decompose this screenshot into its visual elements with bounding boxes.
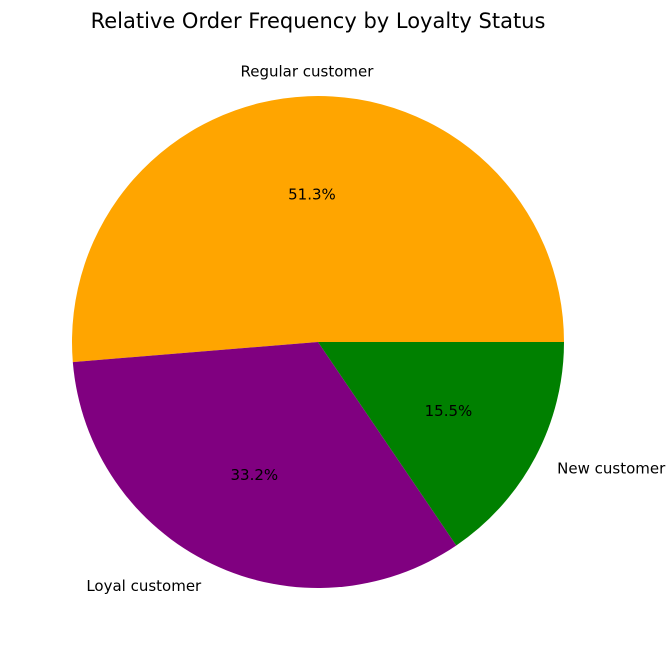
slice-label: New customer <box>557 460 666 478</box>
pct-label: 33.2% <box>230 466 278 484</box>
pie-slices <box>72 96 565 588</box>
slice-label: Regular customer <box>240 63 374 81</box>
pie-slice-regular-customer <box>72 96 565 363</box>
pie-slice-loyal-customer <box>72 342 457 588</box>
pie-category-labels: Regular customer Loyal customer New custom… <box>86 63 666 595</box>
pie-percentage-labels: 51.3% 33.2% 15.5% <box>230 186 472 485</box>
pct-label: 51.3% <box>288 186 336 204</box>
chart-title: Relative Order Frequency by Loyalty Stat… <box>91 9 546 33</box>
slice-label: Loyal customer <box>86 577 202 595</box>
pie-slice-new-customer <box>318 342 564 546</box>
pct-label: 15.5% <box>425 402 473 420</box>
